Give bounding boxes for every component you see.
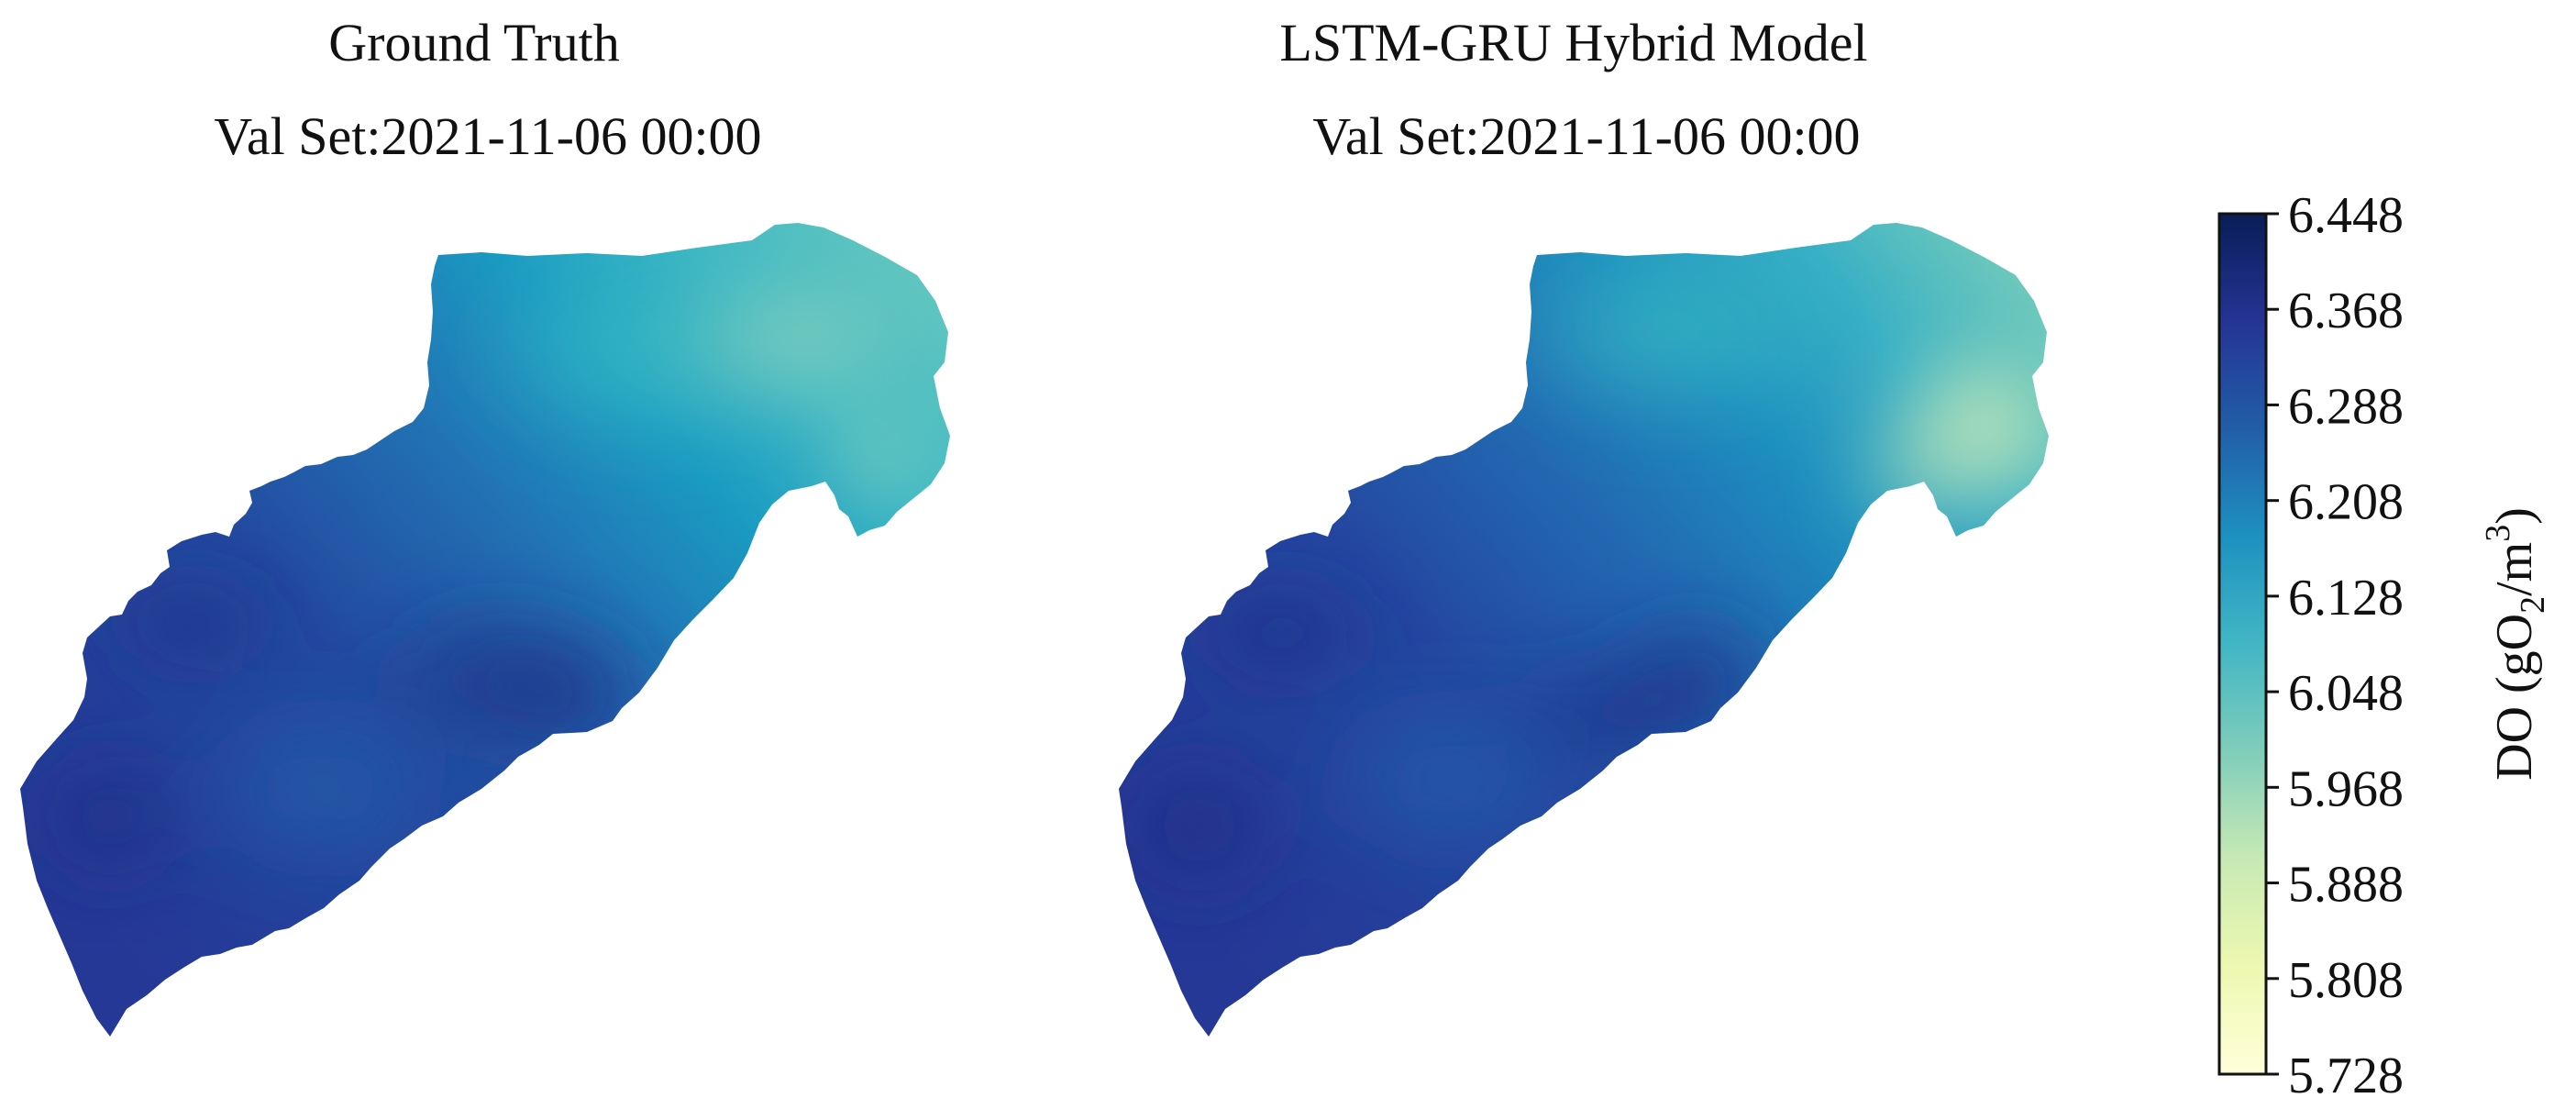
panel-subtitle-ground-truth: Val Set:2021-11-06 00:00 [214,106,761,166]
colorbar-tick-label: 6.128 [2288,570,2404,627]
colorbar-tick-label: 5.888 [2288,857,2404,914]
colorbar-tick-label: 6.208 [2288,474,2404,531]
colorbar-tick-label: 6.288 [2288,378,2404,435]
heatmap-map-lstm-gru [1119,223,2049,1037]
panel-lstm-gru: LSTM-GRU Hybrid Model Val Set:2021-11-06… [1119,13,2049,1037]
colorbar-ticks: 6.448 6.368 6.288 6.208 6.128 6.048 5.968 5.888… [2266,187,2404,1104]
colorbar-tick-label: 6.368 [2288,283,2404,339]
colorbar-tick-label: 5.808 [2288,952,2404,1009]
colorbar: 6.448 6.368 6.288 6.208 6.128 6.048 5.968 5.888… [2217,187,2552,1104]
panel-ground-truth: Ground Truth Val Set:2021-11-06 00:00 [20,13,950,1037]
panel-title-lstm-gru: LSTM-GRU Hybrid Model [1279,13,1867,72]
panel-subtitle-lstm-gru: Val Set:2021-11-06 00:00 [1312,106,1860,166]
colorbar-tick-label: 5.728 [2288,1048,2404,1104]
colorbar-tick-label: 6.048 [2288,665,2404,722]
colorbar-gradient [2217,212,2268,1076]
colorbar-tick-label: 6.448 [2288,187,2404,244]
colorbar-label: DO (gO2/m3) [2479,507,2552,781]
panel-title-ground-truth: Ground Truth [328,13,619,72]
colorbar-tick-label: 5.968 [2288,760,2404,817]
heatmap-map-ground-truth [20,223,950,1037]
